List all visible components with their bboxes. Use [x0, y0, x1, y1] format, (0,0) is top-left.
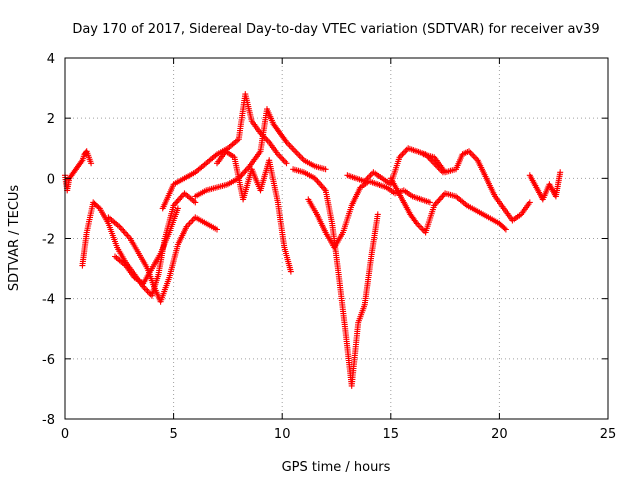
data-point-markers [192, 106, 329, 200]
x-tick-label: 10 [274, 427, 291, 442]
series-sat-track-f [192, 106, 329, 200]
series-sat-track-h [290, 166, 381, 389]
series-sat-track-j [344, 145, 446, 188]
y-tick-label: 4 [47, 52, 55, 67]
series-sat-track-g [214, 148, 294, 275]
series-sat-track-l [420, 148, 533, 224]
data-points [62, 91, 564, 389]
data-point-markers [62, 148, 95, 194]
data-point-markers [305, 178, 433, 251]
data-point-markers [214, 148, 294, 275]
data-point-markers [112, 205, 181, 287]
axis-ticks: 0 5 10 15 20 25 -8 -6 -4 -2 0 2 4 [42, 52, 616, 442]
series-sat-track-k [387, 175, 509, 236]
series-sat-track-a [62, 148, 95, 194]
chart-title: Day 170 of 2017, Sidereal Day-to-day VTE… [72, 22, 599, 37]
x-tick-label: 5 [169, 427, 177, 442]
y-tick-label: -8 [42, 413, 55, 428]
series-sat-track-d [112, 205, 181, 287]
x-axis-label: GPS time / hours [282, 460, 391, 475]
y-axis-label: SDTVAR / TECUs [7, 185, 22, 292]
x-tick-label: 25 [600, 427, 617, 442]
data-point-markers [526, 169, 564, 203]
data-point-markers [420, 148, 533, 224]
y-tick-label: -2 [42, 233, 55, 248]
series-sat-track-e [159, 91, 290, 212]
grid-lines [65, 58, 608, 419]
x-tick-label: 0 [61, 427, 69, 442]
data-point-markers [159, 91, 290, 212]
x-tick-label: 15 [383, 427, 400, 442]
y-tick-label: 2 [47, 112, 55, 127]
y-tick-label: 0 [47, 172, 55, 187]
series-sat-track-i [305, 178, 433, 251]
x-tick-label: 20 [491, 427, 508, 442]
y-tick-label: -6 [42, 353, 55, 368]
data-point-markers [290, 166, 381, 389]
series-sat-track-m [526, 169, 564, 203]
data-point-markers [387, 175, 509, 236]
y-tick-label: -4 [42, 293, 55, 308]
data-point-markers [344, 145, 446, 188]
